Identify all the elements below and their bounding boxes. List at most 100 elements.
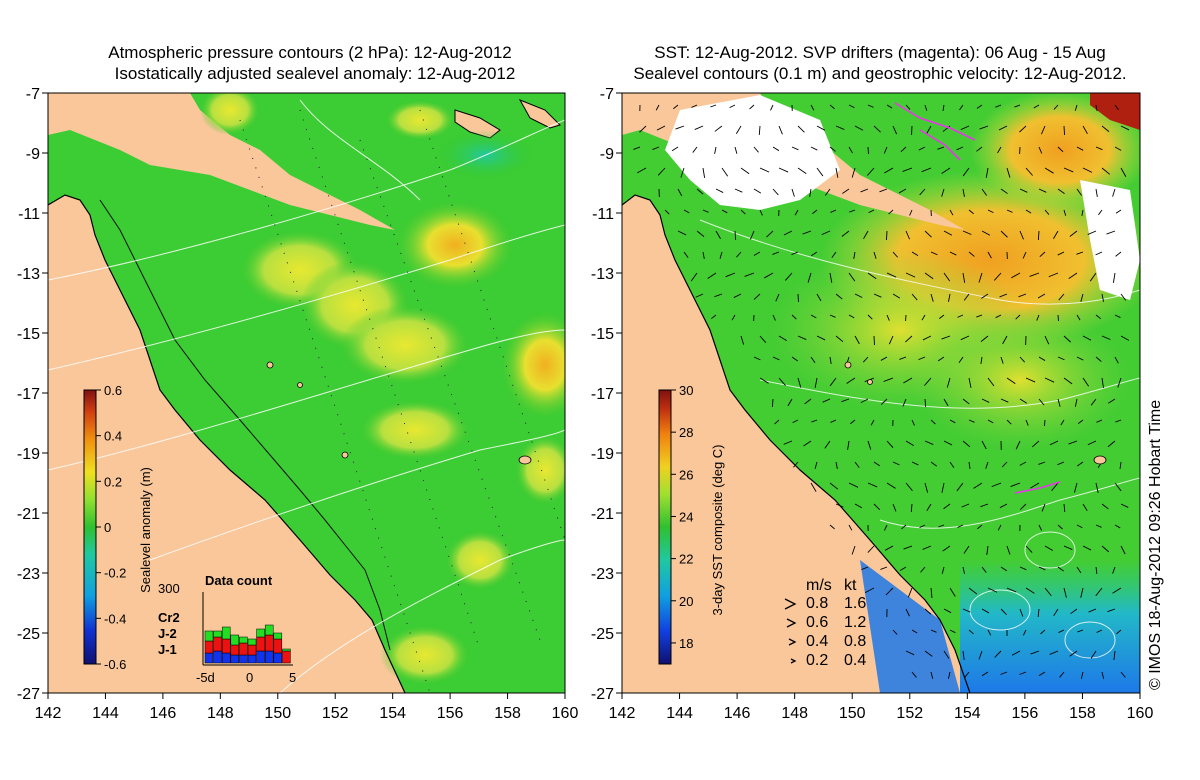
lon-tick-label: 142 bbox=[609, 705, 636, 722]
velocity-arrow bbox=[775, 293, 780, 302]
velocity-arrow bbox=[854, 461, 860, 468]
lon-tick-label: 154 bbox=[954, 705, 981, 722]
velocity-arrow bbox=[1060, 419, 1065, 426]
velocity-legend-arrow bbox=[788, 638, 797, 646]
right-warm-corner bbox=[1090, 93, 1140, 130]
velocity-arrow bbox=[772, 314, 776, 321]
colorbar-tick-label: 28 bbox=[679, 425, 693, 440]
velocity-arrow bbox=[987, 251, 992, 259]
velocity-arrow bbox=[1063, 335, 1071, 343]
velocity-arrow bbox=[1006, 377, 1016, 384]
left-title-line1: Atmospheric pressure contours (2 hPa): 1… bbox=[108, 43, 512, 62]
velocity-arrow bbox=[1074, 104, 1078, 111]
velocity-arrow bbox=[943, 272, 951, 282]
velocity-arrow bbox=[639, 125, 647, 133]
lon-tick-label: 146 bbox=[724, 705, 751, 722]
velocity-arrow bbox=[791, 146, 799, 151]
velocity-arrow bbox=[1114, 356, 1119, 364]
velocity-arrow bbox=[1038, 398, 1045, 406]
velocity-arrow bbox=[942, 104, 945, 111]
velocity-arrow bbox=[1082, 335, 1092, 341]
velocity-arrow bbox=[862, 356, 869, 363]
data-count-xlabel-0: -5d bbox=[196, 670, 215, 685]
velocity-arrow bbox=[1082, 503, 1088, 512]
velocity-arrow bbox=[981, 671, 989, 677]
data-count-bar bbox=[213, 630, 222, 638]
velocity-arrow bbox=[850, 419, 856, 425]
velocity-arrow bbox=[854, 335, 860, 345]
velocity-arrow bbox=[957, 314, 964, 318]
velocity-arrow bbox=[810, 314, 817, 319]
velocity-arrow bbox=[968, 377, 972, 388]
velocity-arrow bbox=[905, 608, 910, 617]
velocity-arrow bbox=[943, 398, 949, 407]
velocity-arrow bbox=[702, 167, 706, 178]
velocity-arrow bbox=[941, 335, 951, 340]
velocity-arrow bbox=[1000, 356, 1004, 364]
velocity-arrow bbox=[981, 293, 989, 299]
velocity-arrow bbox=[1076, 188, 1082, 196]
geostrophic-velocity-arrows bbox=[633, 104, 1130, 679]
velocity-arrow bbox=[1081, 209, 1084, 216]
velocity-arrow bbox=[981, 188, 988, 196]
legend-cr2: Cr2 bbox=[158, 610, 180, 625]
velocity-arrow bbox=[999, 293, 1008, 298]
velocity-arrow bbox=[1113, 650, 1116, 660]
velocity-arrow bbox=[968, 209, 974, 215]
velocity-arrow bbox=[656, 125, 666, 131]
velocity-arrow bbox=[994, 650, 1002, 658]
velocity-arrow bbox=[696, 188, 704, 195]
velocity-arrow bbox=[961, 503, 970, 508]
velocity-arrow bbox=[1039, 251, 1046, 258]
velocity-arrow bbox=[962, 272, 966, 283]
velocity-arrow bbox=[892, 503, 897, 512]
velocity-arrow bbox=[1120, 503, 1129, 508]
lat-tick-label: -9 bbox=[600, 146, 614, 163]
velocity-arrow bbox=[822, 398, 831, 403]
lat-tick-label: -11 bbox=[18, 206, 40, 223]
velocity-arrow bbox=[851, 167, 856, 178]
velocity-arrow bbox=[1019, 671, 1027, 675]
velocity-arrow bbox=[911, 419, 915, 426]
velocity-arrow bbox=[948, 293, 951, 302]
velocity-arrow bbox=[868, 209, 875, 214]
velocity-arrow bbox=[1025, 167, 1033, 176]
lat-tick-label: -23 bbox=[17, 566, 40, 583]
data-count-bar bbox=[264, 650, 274, 664]
velocity-arrow bbox=[926, 125, 932, 135]
velocity-arrow bbox=[1101, 545, 1110, 553]
velocity-arrow bbox=[1044, 545, 1054, 551]
velocity-arrow bbox=[991, 482, 1002, 488]
right-title-line1: SST: 12-Aug-2012. SVP drifters (magenta)… bbox=[654, 43, 1106, 62]
velocity-arrow bbox=[816, 293, 822, 302]
lat-tick-label: -9 bbox=[26, 146, 40, 163]
data-count-title: Data count bbox=[205, 573, 273, 588]
velocity-arrow bbox=[968, 587, 978, 595]
velocity-legend-kt: 0.8 bbox=[844, 633, 866, 650]
velocity-arrow bbox=[922, 335, 932, 341]
velocity-arrow bbox=[918, 146, 926, 151]
colorbar-tick-label: 18 bbox=[679, 636, 693, 651]
velocity-arrow bbox=[909, 209, 913, 216]
velocity-arrow bbox=[867, 104, 874, 108]
velocity-arrow bbox=[1096, 629, 1103, 633]
left-title-line2: Isostatically adjusted sealevel anomaly:… bbox=[114, 64, 516, 83]
right-cloud-mask bbox=[665, 95, 840, 210]
lat-tick-label: -27 bbox=[591, 686, 614, 703]
velocity-arrow bbox=[920, 566, 926, 573]
velocity-arrow bbox=[1068, 440, 1078, 445]
lat-tick-label: -23 bbox=[591, 566, 614, 583]
velocity-arrow bbox=[911, 293, 918, 301]
velocity-arrow bbox=[903, 545, 913, 550]
velocity-legend-kt-header: kt bbox=[844, 577, 857, 594]
velocity-arrow bbox=[1076, 356, 1084, 361]
velocity-arrow bbox=[899, 356, 907, 360]
velocity-arrow bbox=[1044, 419, 1046, 427]
velocity-arrow bbox=[1019, 608, 1024, 617]
velocity-arrow bbox=[753, 188, 762, 194]
velocity-arrow bbox=[702, 209, 709, 213]
velocity-arrow bbox=[937, 356, 945, 362]
velocity-arrow bbox=[873, 461, 881, 467]
velocity-arrow bbox=[734, 230, 737, 241]
velocity-arrow bbox=[864, 587, 875, 593]
